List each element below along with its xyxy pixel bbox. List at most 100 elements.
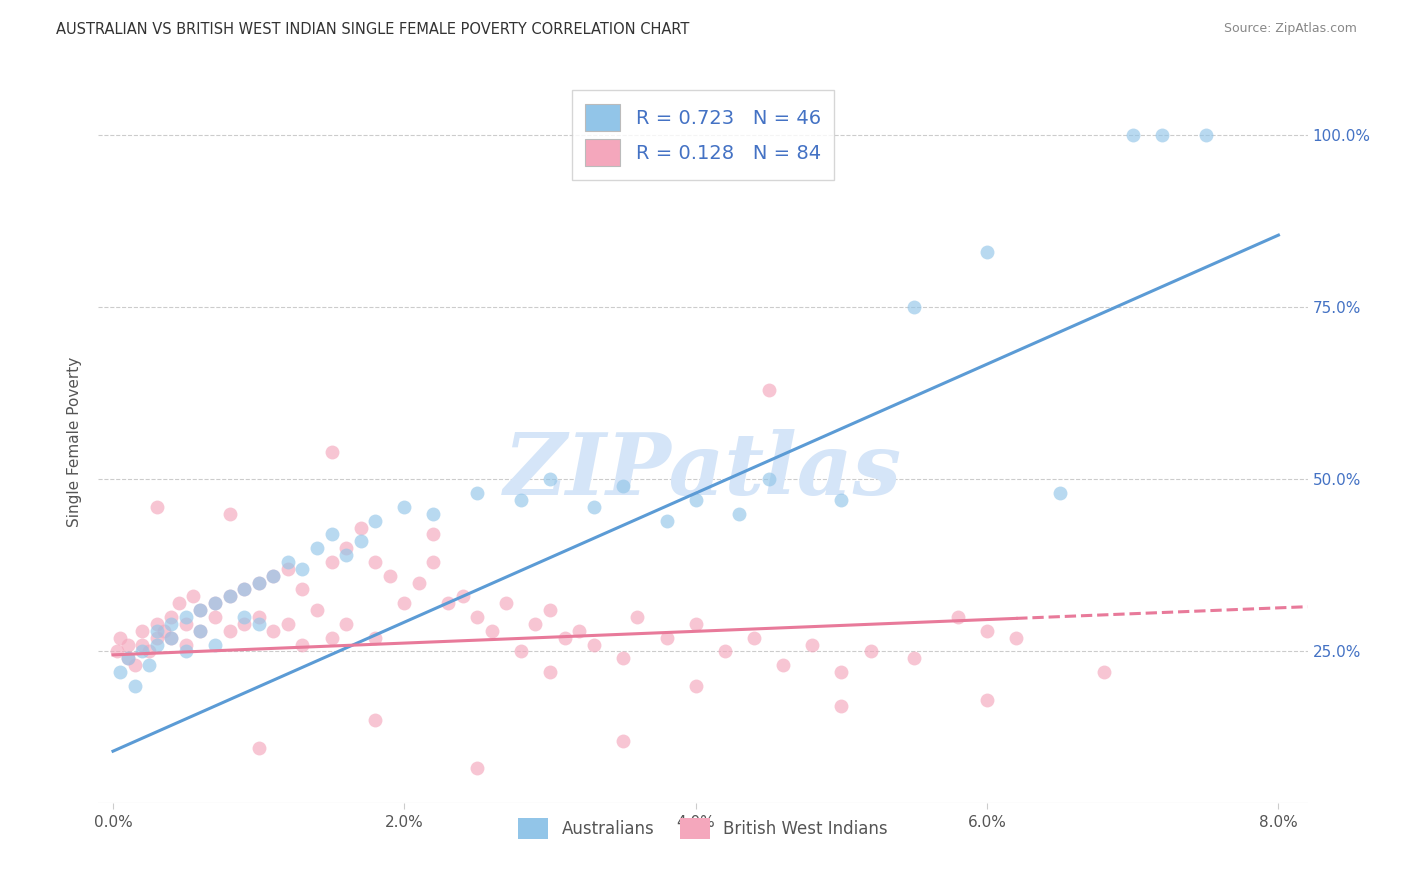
Point <box>830 699 852 714</box>
Point <box>291 638 314 652</box>
Text: Source: ZipAtlas.com: Source: ZipAtlas.com <box>1223 22 1357 36</box>
Point <box>976 624 998 638</box>
Point <box>110 665 132 679</box>
Point <box>247 575 270 590</box>
Point <box>233 610 256 624</box>
Point <box>626 610 648 624</box>
Point <box>422 527 444 541</box>
Point <box>124 658 146 673</box>
Point <box>117 651 139 665</box>
Point <box>131 624 153 638</box>
Point <box>204 596 226 610</box>
Point <box>554 631 576 645</box>
Point <box>233 582 256 597</box>
Point <box>233 616 256 631</box>
Point <box>117 638 139 652</box>
Point <box>160 610 183 624</box>
Point <box>291 582 314 597</box>
Point <box>145 624 167 638</box>
Point <box>262 568 284 582</box>
Point <box>218 624 240 638</box>
Point <box>903 651 925 665</box>
Point <box>321 555 343 569</box>
Point <box>364 555 387 569</box>
Point <box>174 644 197 658</box>
Point <box>568 624 591 638</box>
Point <box>131 638 153 652</box>
Point <box>465 610 488 624</box>
Point <box>408 575 430 590</box>
Point <box>145 616 167 631</box>
Point <box>1049 486 1071 500</box>
Point <box>321 631 343 645</box>
Point <box>335 548 357 562</box>
Point <box>772 658 794 673</box>
Point <box>262 568 284 582</box>
Point <box>167 596 190 610</box>
Point <box>277 616 299 631</box>
Point <box>1092 665 1115 679</box>
Point <box>204 596 226 610</box>
Point <box>946 610 969 624</box>
Point <box>145 500 167 514</box>
Point <box>335 616 357 631</box>
Point <box>145 638 167 652</box>
Point <box>305 541 328 556</box>
Point <box>145 631 167 645</box>
Text: AUSTRALIAN VS BRITISH WEST INDIAN SINGLE FEMALE POVERTY CORRELATION CHART: AUSTRALIAN VS BRITISH WEST INDIAN SINGLE… <box>56 22 689 37</box>
Y-axis label: Single Female Poverty: Single Female Poverty <box>66 357 82 526</box>
Point <box>181 590 204 604</box>
Point <box>1150 128 1173 143</box>
Point <box>350 520 373 534</box>
Point <box>305 603 328 617</box>
Point <box>1122 128 1144 143</box>
Point <box>685 616 707 631</box>
Point <box>1194 128 1216 143</box>
Point <box>218 590 240 604</box>
Point <box>481 624 503 638</box>
Point <box>976 245 998 260</box>
Point <box>190 603 212 617</box>
Point <box>422 507 444 521</box>
Point <box>509 493 531 508</box>
Point <box>582 638 605 652</box>
Point <box>160 631 183 645</box>
Point <box>465 761 488 775</box>
Point <box>247 740 270 755</box>
Point <box>153 624 176 638</box>
Point <box>728 507 751 521</box>
Point <box>758 383 780 397</box>
Point <box>350 534 373 549</box>
Point <box>465 486 488 500</box>
Point <box>422 555 444 569</box>
Point <box>1005 631 1028 645</box>
Point <box>321 445 343 459</box>
Point <box>437 596 460 610</box>
Point <box>174 616 197 631</box>
Point <box>495 596 517 610</box>
Point <box>859 644 882 658</box>
Point <box>612 651 634 665</box>
Point <box>124 679 146 693</box>
Point <box>291 562 314 576</box>
Point <box>685 493 707 508</box>
Point <box>903 301 925 315</box>
Point <box>321 527 343 541</box>
Point <box>758 472 780 486</box>
Point <box>247 610 270 624</box>
Point <box>655 514 678 528</box>
Point <box>538 472 561 486</box>
Point <box>509 644 531 658</box>
Point <box>131 644 153 658</box>
Point <box>247 575 270 590</box>
Point <box>714 644 737 658</box>
Legend: Australians, British West Indians: Australians, British West Indians <box>509 808 897 848</box>
Point <box>612 479 634 493</box>
Point <box>524 616 547 631</box>
Point <box>364 713 387 727</box>
Point <box>190 603 212 617</box>
Point <box>742 631 765 645</box>
Point <box>612 734 634 748</box>
Point <box>976 692 998 706</box>
Point <box>685 679 707 693</box>
